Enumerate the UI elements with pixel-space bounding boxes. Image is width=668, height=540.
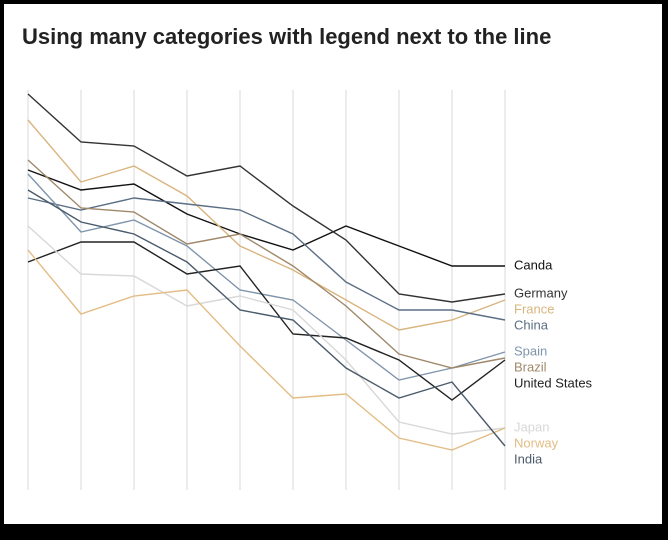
series-line (27, 189, 506, 447)
series-line (27, 93, 506, 303)
legend-label: Spain (514, 343, 547, 358)
card (4, 4, 662, 524)
series-line (27, 159, 506, 369)
legend-label: Brazil (514, 359, 547, 374)
legend-label: Japan (514, 419, 549, 434)
series-line (27, 119, 506, 331)
legend-label: United States (514, 375, 593, 390)
legend-label: Canda (514, 257, 553, 272)
series-line (27, 241, 506, 401)
series-line (27, 173, 506, 381)
series-line (27, 249, 506, 451)
legend-label: Germany (514, 285, 568, 300)
series-line (27, 197, 506, 321)
legend-label: India (514, 451, 543, 466)
chart-title: Using many categories with legend next t… (22, 24, 551, 49)
legend-label: China (514, 317, 549, 332)
legend-label: France (514, 301, 554, 316)
legend-label: Norway (514, 435, 559, 450)
series-line (27, 169, 505, 267)
series-line (27, 225, 506, 435)
